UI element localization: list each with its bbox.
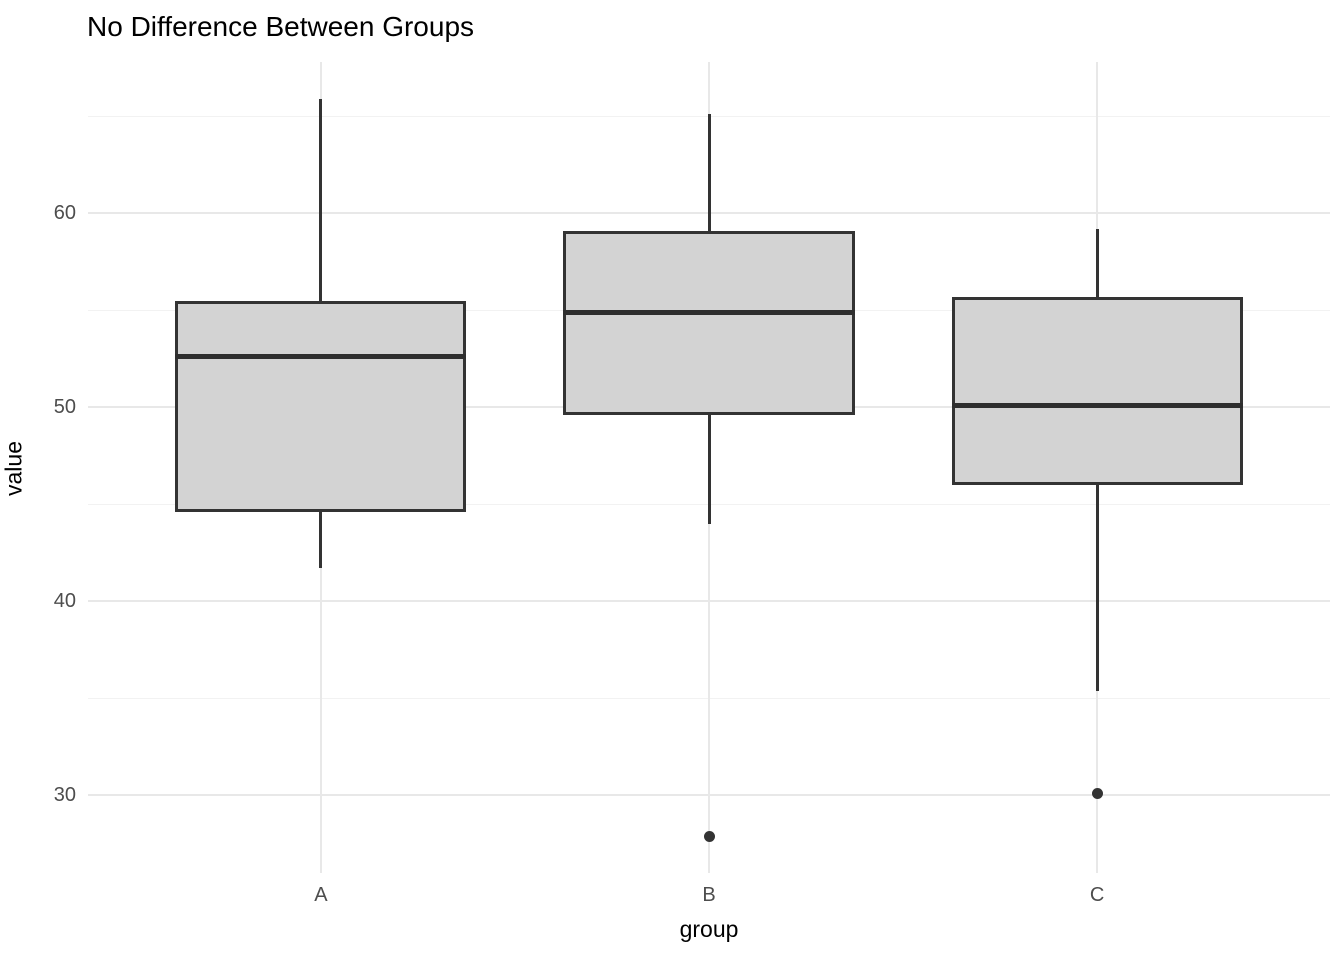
whisker-upper-C: [1095, 228, 1099, 297]
whisker-lower-C: [1095, 484, 1099, 691]
outlier-point-B: [703, 830, 715, 842]
y-tick-label: 40: [53, 590, 76, 613]
y-tick-label: 30: [53, 784, 76, 807]
x-axis-title: group: [679, 916, 739, 942]
outlier-point-C: [1091, 787, 1103, 799]
median-line-B: [563, 309, 855, 315]
box-iqr-C: [951, 296, 1243, 485]
whisker-upper-B: [707, 114, 711, 231]
box-iqr-B: [563, 230, 855, 416]
chart-title: No Difference Between Groups: [87, 11, 475, 42]
x-tick-label: A: [314, 884, 328, 906]
y-axis-title: value: [0, 441, 27, 496]
box-iqr-A: [175, 300, 467, 513]
whisker-upper-A: [319, 98, 323, 301]
whisker-lower-B: [707, 415, 711, 524]
median-line-A: [175, 354, 467, 360]
x-tick-label: B: [702, 884, 716, 906]
whisker-lower-A: [319, 512, 323, 569]
plot-panel: [88, 62, 1330, 873]
median-line-C: [951, 402, 1243, 408]
y-tick-label: 50: [53, 396, 76, 419]
x-tick-label: C: [1089, 884, 1105, 906]
y-tick-label: 60: [53, 202, 76, 225]
